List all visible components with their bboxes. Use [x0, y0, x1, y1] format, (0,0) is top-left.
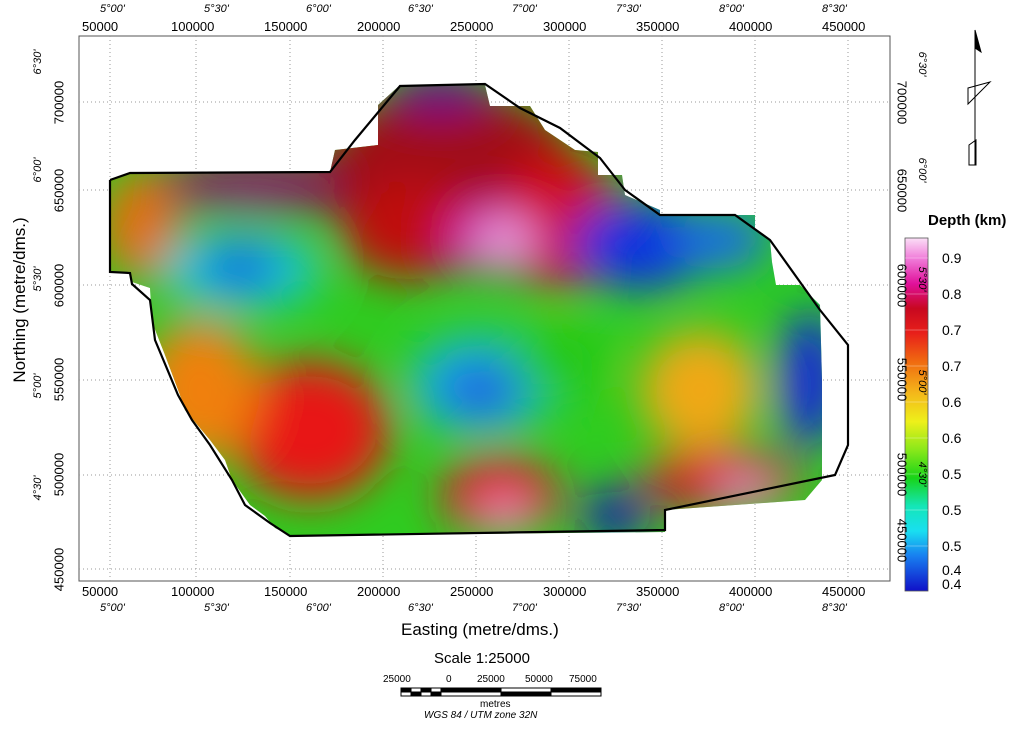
northing-dms-right: 5°00' [916, 369, 928, 395]
northing-tick-right: 500000 [894, 452, 910, 497]
scale-tick-label: 25000 [477, 674, 505, 685]
easting-tick-top: 200000 [357, 19, 401, 34]
easting-tick: 100000 [171, 584, 215, 599]
projection-label: WGS 84 / UTM zone 32N [424, 710, 538, 721]
easting-tick: 400000 [729, 584, 773, 599]
legend-title: Depth (km) [928, 212, 1007, 229]
easting-tick-top: 100000 [171, 19, 215, 34]
easting-dms-top: 6°30' [408, 3, 433, 15]
northing-tick-right: 600000 [894, 263, 910, 308]
northing-dms-right: 6°00' [916, 157, 928, 183]
easting-dms-bottom: 6°00' [306, 602, 331, 614]
legend-label: 0.7 [942, 322, 962, 338]
scale-tick-label: 25000 [383, 674, 411, 685]
legend-label: 0.5 [942, 538, 962, 554]
easting-dms-bottom: 7°00' [512, 602, 537, 614]
scale-tick-label: 50000 [525, 674, 553, 685]
easting-dms-top: 7°00' [512, 3, 537, 15]
legend-label: 0.5 [942, 502, 962, 518]
northing-dms-left: 6°30' [32, 49, 44, 75]
easting-dms-bottom: 5°00' [100, 602, 125, 614]
northing-dms-left: 4°30' [32, 475, 44, 501]
legend-label: 0.4 [942, 576, 962, 592]
northing-tick-left: 550000 [51, 357, 67, 402]
easting-dms-bottom: 5°30' [204, 602, 229, 614]
northing-tick-left: 650000 [51, 168, 67, 213]
x-axis-title: Easting (metre/dms.) [401, 620, 559, 639]
legend-label: 0.4 [942, 562, 962, 578]
easting-dms-top: 8°30' [822, 3, 847, 15]
easting-dms-top: 5°00' [100, 3, 125, 15]
scale-bar [400, 687, 602, 697]
easting-dms-bottom: 8°00' [719, 602, 744, 614]
scale-tick-label: 0 [446, 674, 452, 685]
northing-tick-left: 450000 [51, 547, 67, 592]
easting-tick: 250000 [450, 584, 494, 599]
legend-label: 0.9 [942, 250, 962, 266]
easting-dms-bottom: 6°30' [408, 602, 433, 614]
easting-tick: 50000 [82, 584, 119, 599]
easting-tick-top: 400000 [729, 19, 773, 34]
scale-title: Scale 1:25000 [434, 650, 530, 667]
y-axis-title: Northing (metre/dms.) [10, 217, 29, 383]
northing-tick-right: 550000 [894, 357, 910, 402]
northing-tick-right: 650000 [894, 168, 910, 213]
northing-dms-right: 6°30' [916, 51, 928, 77]
legend-label: 0.5 [942, 466, 962, 482]
easting-tick: 200000 [357, 584, 401, 599]
northing-dms-right: 5°30' [916, 266, 928, 292]
scale-tick-label: 75000 [569, 674, 597, 685]
easting-dms-bottom: 8°30' [822, 602, 847, 614]
northing-tick-left: 600000 [51, 263, 67, 308]
northing-dms-right: 4°30' [916, 461, 928, 487]
northing-tick-right: 700000 [894, 80, 910, 125]
easting-tick-top: 350000 [636, 19, 680, 34]
easting-dms-top: 5°30' [204, 3, 229, 15]
legend-label: 0.8 [942, 286, 962, 302]
northing-dms-left: 5°30' [32, 266, 44, 292]
easting-tick-top: 300000 [543, 19, 587, 34]
legend-label: 0.6 [942, 430, 962, 446]
easting-dms-top: 8°00' [719, 3, 744, 15]
easting-dms-top: 7°30' [616, 3, 641, 15]
legend-label: 0.6 [942, 394, 962, 410]
easting-tick: 350000 [636, 584, 680, 599]
northing-dms-left: 5°00' [32, 373, 44, 399]
easting-tick-top: 250000 [450, 19, 494, 34]
northing-tick-left: 700000 [51, 80, 67, 125]
easting-tick-top: 450000 [822, 19, 866, 34]
easting-tick-top: 150000 [264, 19, 308, 34]
northing-tick-right: 450000 [894, 518, 910, 563]
northing-tick-left: 500000 [51, 452, 67, 497]
easting-dms-bottom: 7°30' [616, 602, 641, 614]
easting-tick-top: 50000 [82, 19, 119, 34]
easting-dms-top: 6°00' [306, 3, 331, 15]
easting-tick: 300000 [543, 584, 587, 599]
north-arrow-icon [967, 29, 992, 166]
legend-label: 0.7 [942, 358, 962, 374]
easting-tick: 150000 [264, 584, 308, 599]
easting-tick: 450000 [822, 584, 866, 599]
scale-units: metres [480, 699, 511, 710]
northing-dms-left: 6°00' [32, 157, 44, 183]
